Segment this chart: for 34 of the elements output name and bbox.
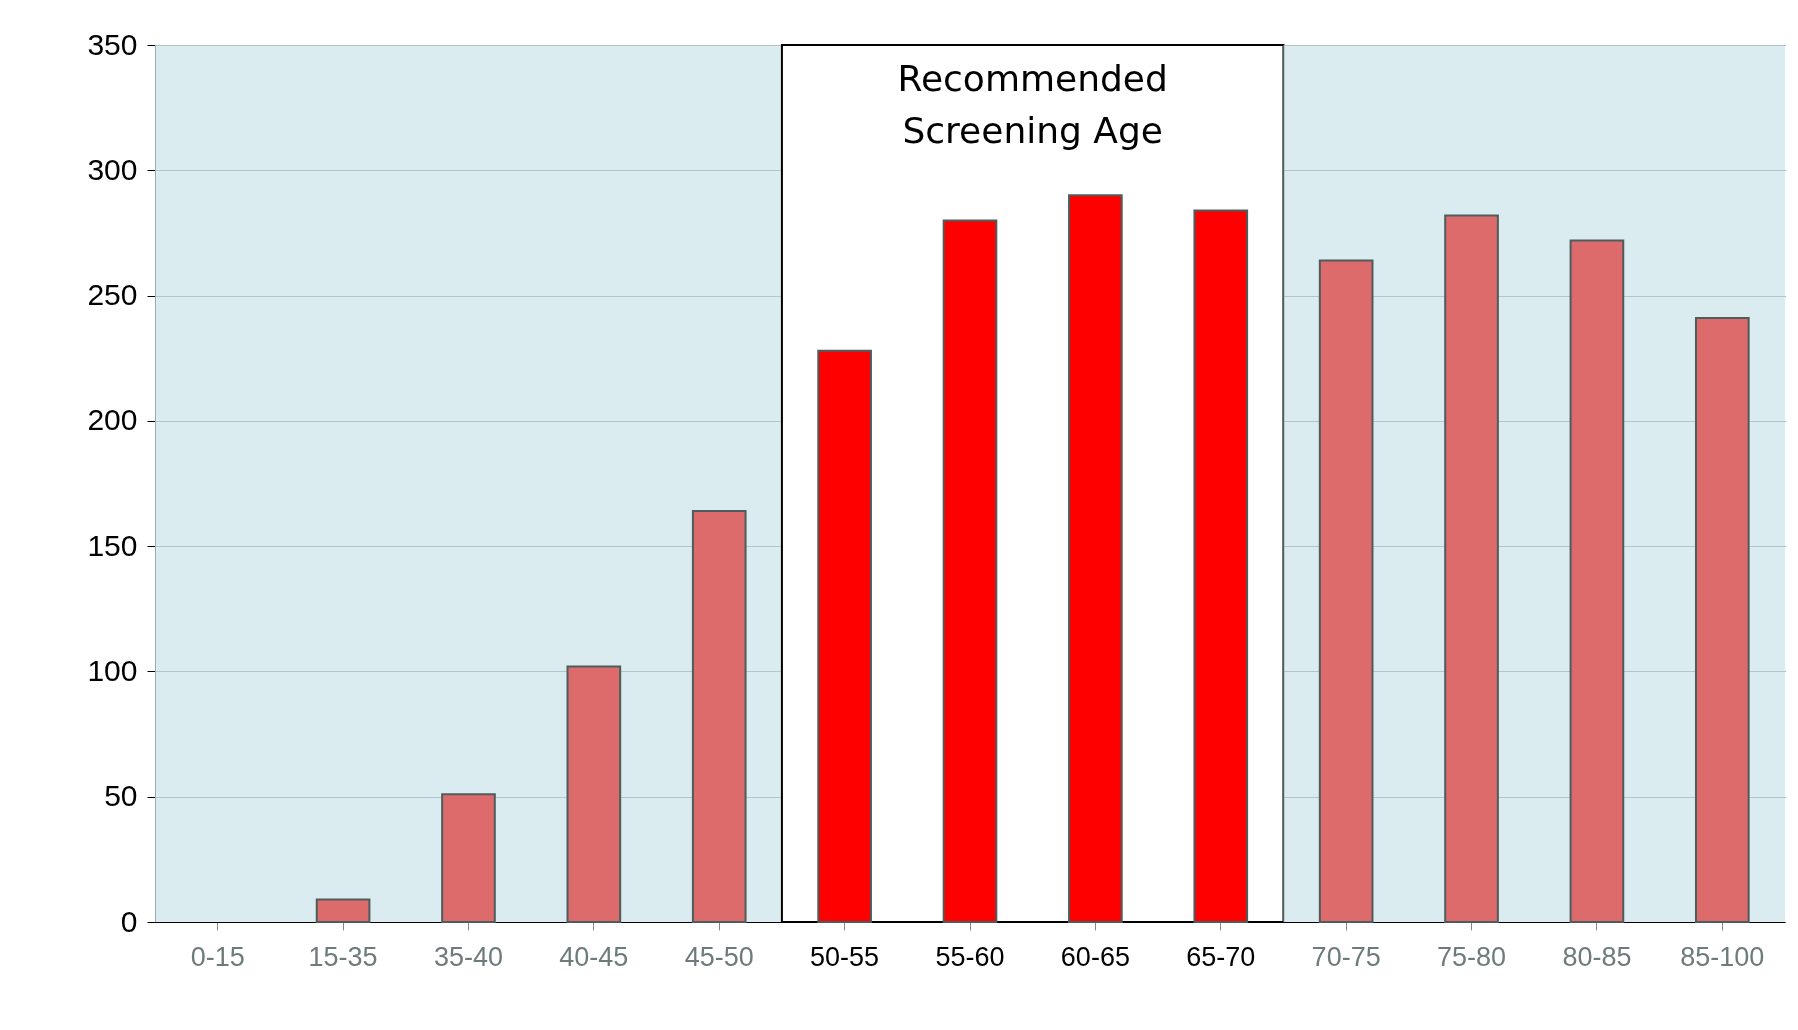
bar <box>315 898 371 923</box>
y-tick-label: 50 <box>104 779 138 813</box>
x-tick-label: 45-50 <box>684 941 754 972</box>
x-tick-label: 80-85 <box>1562 941 1632 972</box>
y-tick-label: 250 <box>87 278 138 312</box>
band-label: Recommended Screening Age <box>897 58 1168 151</box>
x-tick-label: 50-55 <box>810 941 880 972</box>
y-tick-label: 200 <box>87 403 138 437</box>
x-tick-label: 85-100 <box>1680 941 1765 972</box>
bar <box>1193 209 1249 923</box>
y-tick-label: 350 <box>87 27 138 61</box>
x-tick-label: 40-45 <box>559 941 629 972</box>
bar <box>566 665 622 923</box>
x-tick-label: 0-15 <box>190 941 245 972</box>
bar <box>1569 239 1625 923</box>
y-tick-label: 0 <box>120 904 138 938</box>
x-tick-label: 70-75 <box>1311 941 1381 972</box>
x-tick-label: 35-40 <box>433 941 503 972</box>
bar <box>817 349 872 923</box>
y-tick-label: 150 <box>87 528 138 562</box>
bar <box>1068 194 1123 923</box>
bar <box>1444 214 1499 923</box>
bar <box>441 793 496 923</box>
y-tick-label: 300 <box>87 152 138 186</box>
x-tick-label: 15-35 <box>308 941 378 972</box>
bar <box>942 219 998 923</box>
x-tick-label: 65-70 <box>1186 941 1256 972</box>
x-tick-label: 60-65 <box>1060 941 1130 972</box>
bar <box>1318 259 1374 923</box>
y-tick-label: 100 <box>87 653 138 687</box>
bar <box>1694 317 1750 923</box>
bar <box>691 510 747 923</box>
x-tick-label: 55-60 <box>935 941 1005 972</box>
x-tick-label: 75-80 <box>1437 941 1507 972</box>
